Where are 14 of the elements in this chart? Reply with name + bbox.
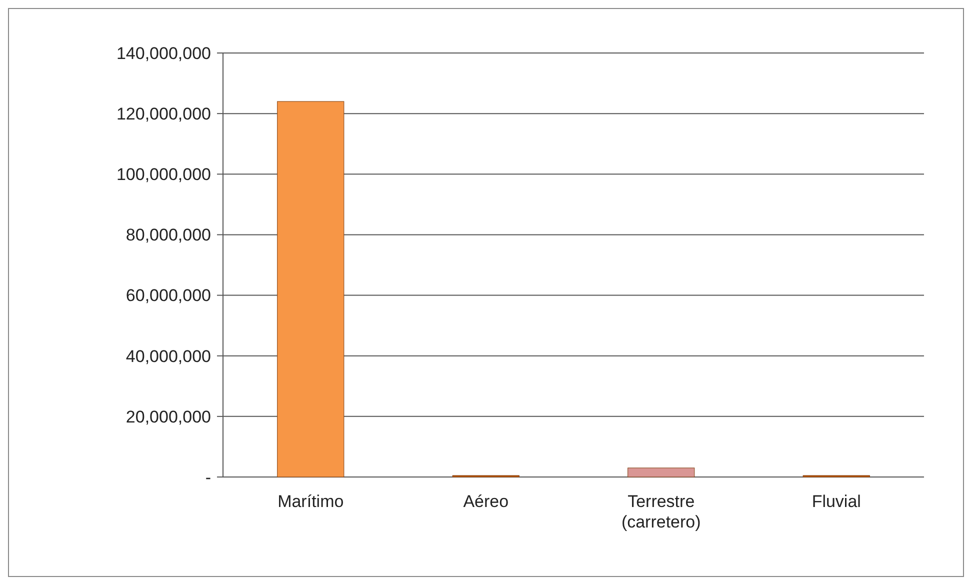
x-tick-label: Terrestre (carretero): [621, 492, 701, 532]
bar: [628, 468, 695, 478]
y-tick-label: 60,000,000: [126, 286, 211, 306]
x-tick-label: Aéreo: [463, 492, 509, 511]
y-tick-label: 40,000,000: [126, 346, 211, 366]
y-tick-label: 140,000,000: [116, 44, 211, 63]
bar: [277, 101, 344, 478]
y-tick-label: 80,000,000: [126, 226, 211, 245]
y-tick-label: 120,000,000: [116, 104, 211, 124]
x-tick-label: Fluvial: [812, 492, 861, 511]
x-tick-label: Marítimo: [278, 492, 344, 511]
y-tick-label: 20,000,000: [126, 407, 211, 426]
y-tick-label: -: [205, 468, 211, 487]
y-tick-label: 100,000,000: [116, 165, 211, 184]
